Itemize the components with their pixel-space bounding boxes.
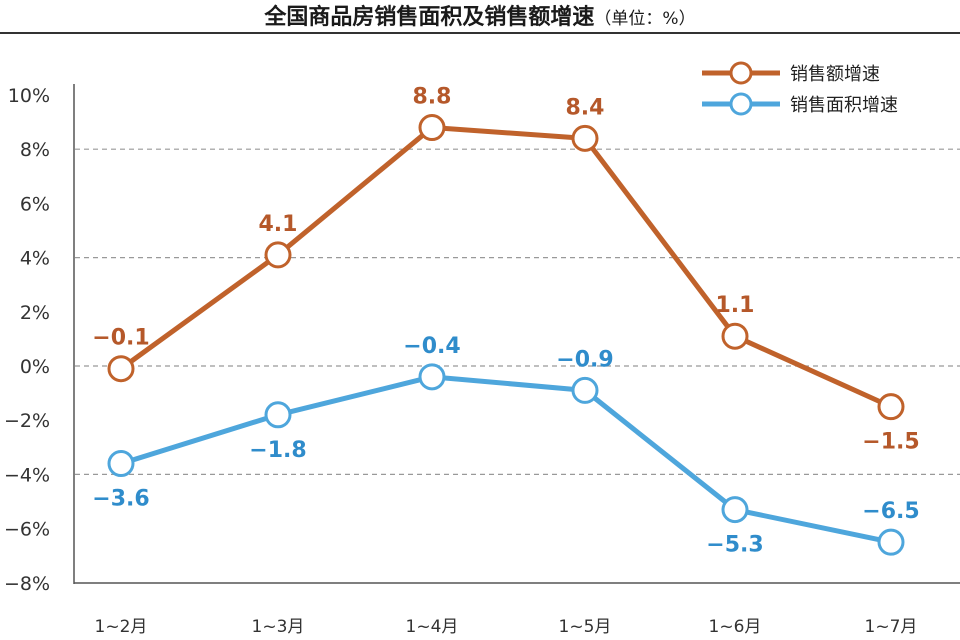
- legend-marker-sales-area: [729, 92, 753, 116]
- data-label: 8.4: [566, 95, 605, 120]
- x-tick-label: 1~4月: [406, 617, 459, 637]
- data-point: [571, 376, 599, 404]
- y-tick-label: −6%: [4, 519, 50, 541]
- data-label: −1.5: [862, 430, 919, 455]
- data-label: −6.5: [862, 499, 919, 524]
- data-label: −3.6: [92, 487, 149, 512]
- y-tick-label: 8%: [20, 139, 50, 161]
- data-point: [721, 322, 749, 350]
- y-tick-label: 2%: [20, 302, 50, 324]
- data-label: −1.8: [249, 438, 306, 463]
- legend-label-sales-area: 销售面积增速: [790, 95, 898, 116]
- data-label: −0.1: [92, 326, 149, 351]
- data-label: 4.1: [259, 212, 298, 237]
- y-tick-label: 0%: [20, 356, 50, 378]
- x-tick-label: 1~3月: [252, 617, 305, 637]
- data-point: [107, 355, 135, 383]
- y-tick-label: 4%: [20, 248, 50, 270]
- series-line: [120, 374, 892, 545]
- data-point: [571, 124, 599, 152]
- y-tick-label: −2%: [4, 410, 50, 432]
- data-label: 8.8: [413, 85, 452, 110]
- x-tick-label: 1~6月: [709, 617, 762, 637]
- y-tick-label: 6%: [20, 193, 50, 215]
- series-line: [119, 125, 893, 409]
- data-point: [721, 496, 749, 524]
- data-point: [264, 401, 292, 429]
- data-label: −5.3: [706, 533, 763, 558]
- series-sales-area: −3.6 −1.8 −0.4 −0.9 −5.3 −6.5: [92, 334, 919, 558]
- data-point: [264, 241, 292, 269]
- data-point: [877, 393, 905, 421]
- x-tick-label: 1~7月: [865, 617, 918, 637]
- legend-label-sales-amount: 销售额增速: [790, 64, 880, 85]
- data-point: [418, 363, 446, 391]
- legend: 销售额增速 销售面积增速: [702, 61, 898, 116]
- legend-marker-sales-amount: [729, 61, 753, 85]
- chart-title: 全国商品房销售面积及销售额增速（单位：%）: [263, 4, 695, 30]
- data-label: −0.9: [556, 347, 613, 372]
- data-point: [107, 450, 135, 478]
- data-point: [877, 528, 905, 556]
- x-tick-label: 1~5月: [559, 617, 612, 637]
- data-point: [418, 114, 446, 142]
- y-tick-label: −8%: [4, 573, 50, 595]
- data-label: −0.4: [403, 334, 460, 359]
- x-tick-label: 1~2月: [95, 617, 148, 637]
- y-tick-label: −4%: [4, 464, 50, 486]
- y-tick-label: 10%: [8, 85, 50, 107]
- series-sales-amount: −0.1 4.1 8.8 8.4 1.1 −1.5: [92, 85, 919, 455]
- data-label: 1.1: [716, 293, 755, 318]
